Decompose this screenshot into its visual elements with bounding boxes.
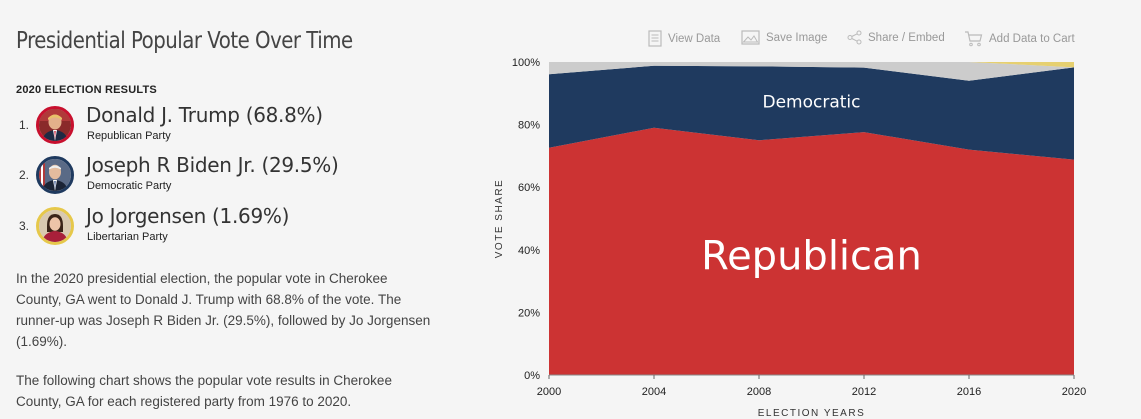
candidate-party: Democratic Party	[87, 180, 172, 192]
avatar-biden	[36, 156, 74, 194]
document-icon	[648, 30, 662, 47]
portrait-icon	[39, 210, 71, 242]
y-tick-label: 80%	[518, 120, 540, 132]
image-icon	[741, 30, 760, 45]
add-to-cart-button[interactable]: Add Data to Cart	[964, 30, 1075, 47]
series-label-democratic: Democratic	[763, 93, 861, 113]
series-label-republican: Republican	[701, 234, 922, 280]
portrait-icon	[39, 159, 71, 191]
portrait-icon	[39, 109, 71, 141]
add-to-cart-label: Add Data to Cart	[989, 32, 1075, 45]
candidate-name: Joseph R Biden Jr. (29.5%)	[86, 153, 339, 177]
y-axis-ticks: 0% 20% 40% 60% 80% 100%	[512, 57, 540, 382]
candidate-name: Jo Jorgensen (1.69%)	[86, 204, 290, 228]
avatar-jorgensen	[36, 207, 74, 245]
candidate-rank: 2.	[19, 168, 30, 182]
share-icon	[847, 30, 862, 45]
cart-icon	[965, 31, 983, 47]
candidate-party: Libertarian Party	[87, 231, 168, 243]
y-tick-label: 20%	[518, 307, 540, 319]
save-image-label: Save Image	[766, 31, 828, 44]
candidate-party: Republican Party	[87, 130, 171, 142]
x-tick-label: 2012	[852, 386, 876, 398]
x-tick-label: 2000	[537, 386, 561, 398]
x-tick-label: 2020	[1062, 386, 1086, 398]
page-title: Presidential Popular Vote Over Time	[16, 28, 353, 54]
save-image-button[interactable]: Save Image	[741, 30, 827, 45]
x-axis-ticks: 2000 2004 2008 2012 2016 2020	[537, 375, 1086, 398]
area-other[interactable]	[549, 62, 1074, 81]
candidate-rank: 1.	[19, 118, 30, 132]
candidate-jorgensen: 3. Jo Jorgensen (1.69%) Libertarian Part…	[16, 204, 346, 249]
y-tick-label: 100%	[512, 57, 540, 69]
candidate-biden: 2. Joseph R Biden Jr. (29.5%) Democratic…	[16, 153, 346, 198]
x-axis-title: ELECTION YEARS	[758, 408, 866, 419]
candidate-rank: 3.	[19, 219, 30, 233]
y-tick-label: 0%	[524, 370, 540, 382]
vote-share-chart: 0%20%40%60%80%100% 2000 2004 2008 2012 2016 2…	[494, 57, 1086, 419]
x-tick-label: 2008	[747, 386, 771, 398]
view-data-button[interactable]: View Data	[648, 30, 720, 47]
candidate-trump: 1. Donald J. Trump (68.8%) Republican Pa…	[16, 103, 346, 148]
candidate-name: Donald J. Trump (68.8%)	[86, 103, 323, 127]
avatar-trump	[36, 106, 74, 144]
share-embed-button[interactable]: Share / Embed	[847, 30, 945, 45]
y-tick-label: 40%	[518, 245, 540, 257]
share-embed-label: Share / Embed	[868, 31, 945, 44]
area-republican[interactable]	[549, 127, 1074, 375]
description-paragraph-1: In the 2020 presidential election, the p…	[16, 271, 431, 349]
x-tick-label: 2004	[642, 386, 666, 398]
y-tick-label: 60%	[518, 182, 540, 194]
area-democratic[interactable]	[549, 65, 1074, 160]
description-paragraph-2: The following chart shows the popular vo…	[16, 373, 392, 409]
view-data-label: View Data	[668, 32, 721, 45]
area-libertarian[interactable]	[549, 62, 1074, 68]
chart-areas	[549, 62, 1074, 375]
results-label: 2020 ELECTION RESULTS	[16, 84, 157, 96]
y-axis-title: VOTE SHARE	[494, 179, 505, 258]
x-tick-label: 2016	[957, 386, 981, 398]
